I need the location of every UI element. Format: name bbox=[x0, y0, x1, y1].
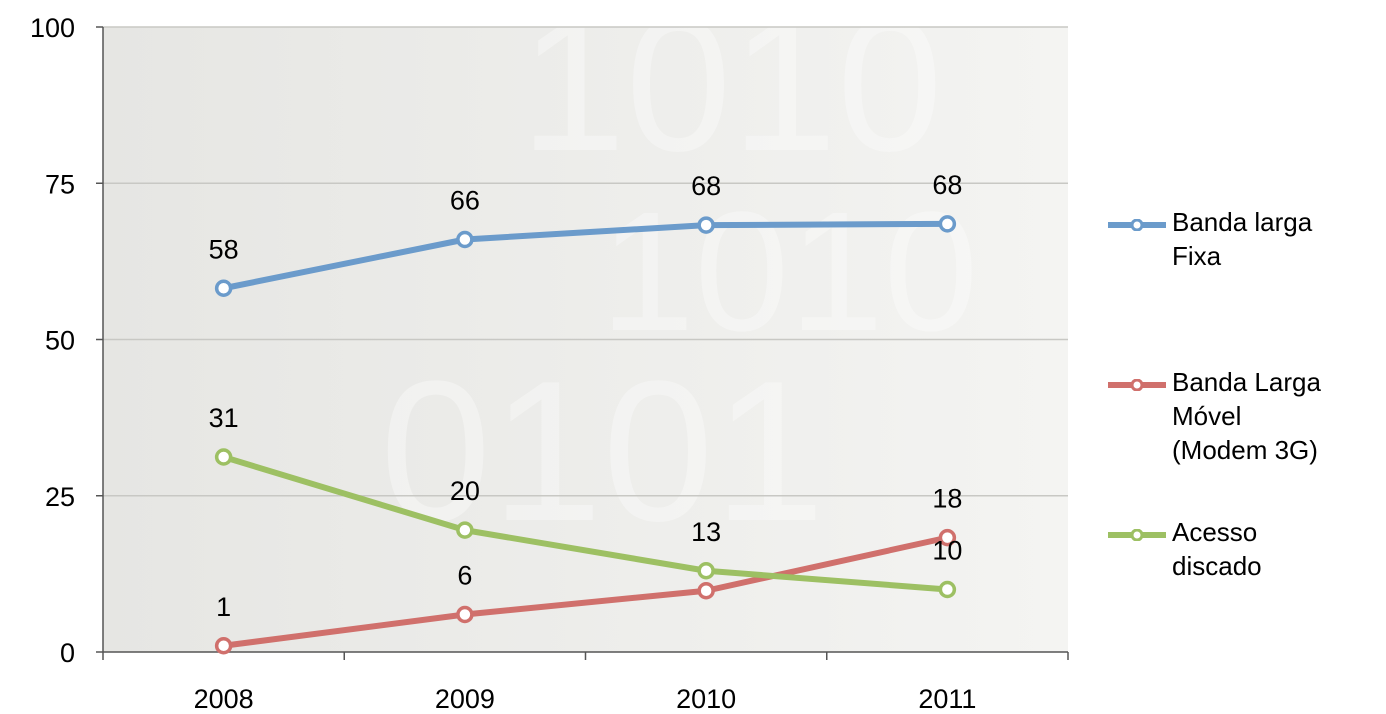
legend: Banda larga Fixa Banda Larga Móvel (Mode… bbox=[1108, 205, 1386, 675]
legend-label: Acesso discado bbox=[1172, 517, 1262, 581]
y-tick-label: 25 bbox=[45, 482, 75, 512]
data-point bbox=[697, 562, 715, 580]
y-tick-label: 0 bbox=[60, 638, 75, 668]
data-label: 1 bbox=[216, 592, 231, 622]
data-label: 6 bbox=[457, 561, 472, 591]
data-labels: 58 66 68 68 1 6 18 31 20 13 10 bbox=[209, 170, 963, 622]
data-label: 18 bbox=[932, 484, 962, 514]
data-label: 66 bbox=[450, 186, 480, 216]
y-tick-label: 75 bbox=[45, 169, 75, 199]
svg-text:1010: 1010 bbox=[520, 0, 943, 191]
data-point bbox=[456, 230, 474, 249]
data-point bbox=[214, 279, 233, 297]
data-point bbox=[697, 216, 715, 234]
x-axis-ticks: 2008 2009 2010 2011 bbox=[102, 652, 1069, 714]
legend-label: Banda Larga Móvel (Modem 3G) bbox=[1172, 367, 1321, 465]
data-label: 20 bbox=[450, 476, 480, 506]
data-label: 58 bbox=[209, 234, 239, 264]
data-point bbox=[214, 637, 233, 655]
legend-item[interactable]: Banda larga Fixa bbox=[1108, 205, 1386, 365]
legend-swatch-green bbox=[1108, 529, 1166, 541]
legend-item[interactable]: Banda Larga Móvel (Modem 3G) bbox=[1108, 365, 1386, 515]
data-point bbox=[456, 605, 474, 624]
data-point bbox=[938, 580, 957, 599]
data-label: 68 bbox=[691, 171, 721, 201]
legend-swatch-blue bbox=[1108, 219, 1166, 231]
data-point bbox=[214, 448, 233, 466]
legend-label: Banda larga Fixa bbox=[1172, 207, 1313, 271]
x-tick-label: 2011 bbox=[918, 684, 976, 714]
y-tick-label: 50 bbox=[45, 326, 75, 356]
series-line bbox=[220, 454, 951, 593]
data-point bbox=[938, 215, 957, 233]
y-axis-ticks: 0 25 50 75 100 bbox=[30, 13, 103, 668]
data-point bbox=[456, 521, 474, 539]
svg-text:0101: 0101 bbox=[380, 340, 825, 563]
y-tick-label: 100 bbox=[30, 13, 75, 43]
series-line bbox=[220, 534, 951, 649]
legend-swatch-red bbox=[1108, 379, 1166, 391]
series-line bbox=[220, 220, 951, 292]
series-layer bbox=[214, 215, 957, 655]
data-label: 31 bbox=[209, 403, 239, 433]
data-point bbox=[938, 528, 957, 547]
x-tick-label: 2008 bbox=[194, 684, 254, 714]
gridlines bbox=[103, 26, 1068, 497]
legend-item[interactable]: Acesso discado bbox=[1108, 515, 1386, 675]
x-tick-label: 2009 bbox=[435, 684, 495, 714]
data-point bbox=[697, 582, 715, 600]
x-tick-label: 2010 bbox=[676, 684, 736, 714]
data-label: 68 bbox=[932, 170, 962, 200]
svg-text:1010: 1010 bbox=[600, 177, 978, 367]
data-label: 10 bbox=[932, 536, 962, 566]
data-label: 13 bbox=[691, 517, 721, 547]
